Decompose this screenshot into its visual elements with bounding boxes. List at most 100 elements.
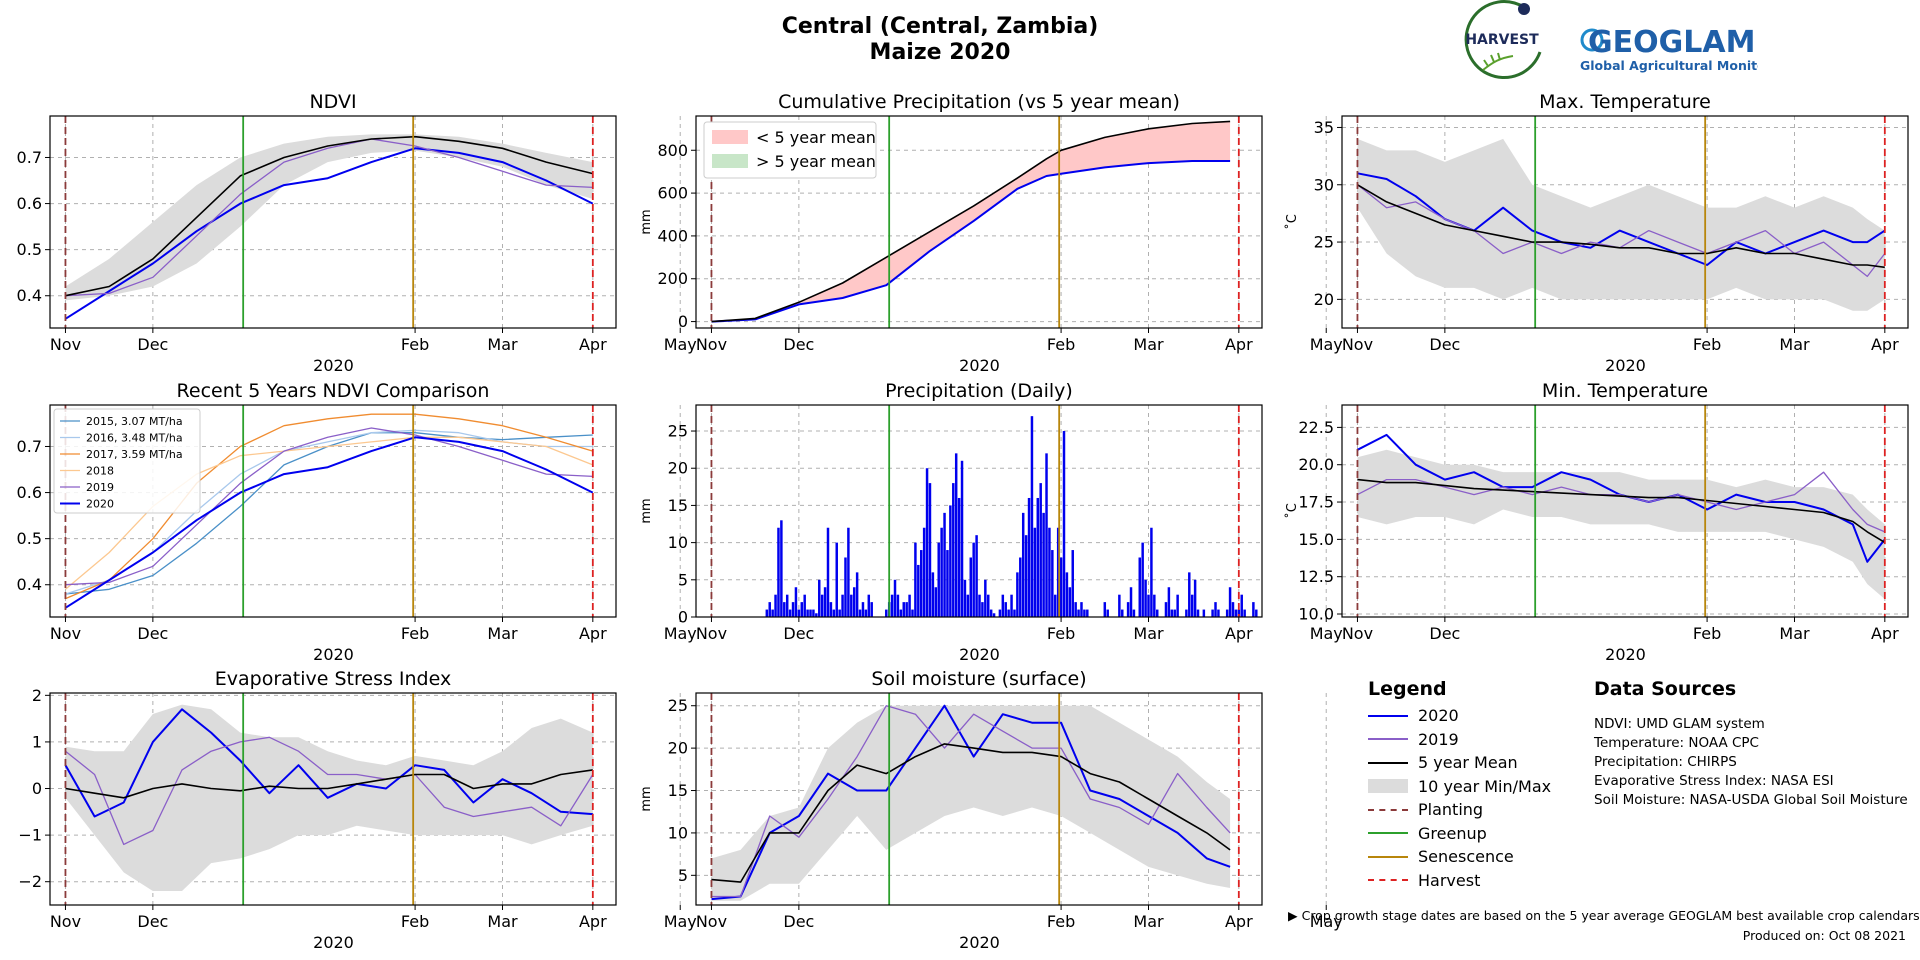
x-tick-label: Apr (579, 912, 607, 931)
y-tick-label: 0 (32, 779, 42, 798)
precip-bar (1121, 609, 1124, 617)
legend-item-mean: 5 year Mean (1368, 751, 1578, 775)
chart-title: Soil moisture (surface) (871, 668, 1086, 690)
precip-bar (870, 602, 873, 617)
precip-bar (1062, 431, 1066, 617)
precip-bar (925, 468, 929, 617)
precip-bar (1167, 587, 1171, 617)
x-tick-label: Nov (50, 335, 81, 354)
precip-bar (1021, 512, 1025, 617)
precip-bar (1030, 416, 1034, 617)
precip-bar (1129, 587, 1133, 617)
legend-label: Planting (1418, 800, 1484, 820)
precip-bar (1059, 557, 1063, 617)
precip-bar (1211, 609, 1214, 617)
x-tick-label: Mar (1779, 624, 1810, 643)
y-tick-label: 0.4 (17, 286, 42, 305)
x-tick-label: Apr (1871, 624, 1899, 643)
chart-title: Precipitation (Daily) (885, 380, 1073, 402)
precip-bar (1188, 572, 1191, 617)
data-source-line: Evaporative Stress Index: NASA ESI (1594, 773, 1834, 789)
x-tick-label: Apr (579, 624, 607, 643)
precip-bar (1234, 609, 1238, 617)
precip-bar (1086, 609, 1089, 617)
y-tick-label: 25 (1314, 233, 1334, 252)
legend-label: 2019 (1418, 729, 1459, 749)
precip-bar (1103, 602, 1107, 617)
x-tick-label: May (1310, 912, 1343, 931)
precip-bar (987, 594, 990, 617)
x-tick-label: Feb (401, 335, 429, 354)
x-year-label: 2020 (959, 356, 1000, 375)
precip-bar (992, 613, 996, 617)
plot-frame (49, 692, 617, 906)
precip-bar (902, 602, 905, 617)
precip-bar (838, 609, 841, 617)
x-tick-label: Feb (1047, 335, 1075, 354)
y-tick-label: 400 (657, 226, 688, 245)
precip-bar (937, 542, 940, 617)
precip-bar (919, 550, 923, 617)
precip-bar (771, 609, 774, 617)
x-tick-label: Feb (1047, 912, 1075, 931)
precip-bar (867, 594, 871, 617)
x-tick-label: Mar (487, 624, 518, 643)
precip-bar (1155, 609, 1159, 617)
chart-title: Evaporative Stress Index (215, 668, 451, 690)
geoglam-logo: GEOGLAM Global Agricultural Monitoring (1580, 25, 1758, 73)
precip-bar (922, 527, 926, 617)
precip-bar (1077, 609, 1080, 617)
precip-bar (911, 609, 914, 617)
precip-bar (1243, 609, 1246, 617)
precip-bar (928, 483, 932, 617)
precip-bar (908, 594, 911, 617)
legend-item-senescence: Senescence (1368, 845, 1578, 869)
legend-swatch (1368, 756, 1408, 770)
precip-bar (788, 609, 792, 617)
y-tick-label: 10 (668, 823, 688, 842)
x-tick-label: Apr (1225, 624, 1253, 643)
x-tick-label: Nov (1342, 624, 1373, 643)
series-line-y2020 (64, 708, 593, 818)
precip-bar (1255, 609, 1258, 617)
precip-bar (1080, 602, 1083, 617)
x-tick-label: Feb (1047, 624, 1075, 643)
precip-bar (1228, 587, 1232, 617)
y-tick-label: 800 (657, 141, 688, 160)
precip-bar (934, 587, 938, 617)
chart-cum_precip: Cumulative Precipitation (vs 5 year mean… (639, 91, 1343, 375)
legend-label: 10 year Min/Max (1418, 776, 1552, 796)
x-year-label: 2020 (313, 645, 354, 664)
legend: Legend 2020 2019 5 year Mean 10 year Min/Ma… (1368, 678, 1578, 892)
precip-bar (1150, 527, 1153, 617)
precip-bar (1231, 602, 1235, 617)
series-line-mean (1357, 184, 1885, 269)
precip-bar (1126, 602, 1130, 617)
series-line-y2020 (64, 436, 594, 609)
x-tick-label: Nov (696, 335, 727, 354)
y-axis-label: ˚C (1284, 503, 1300, 519)
x-tick-label: Dec (137, 912, 168, 931)
legend-swatch (1368, 850, 1408, 864)
precip-bar (1217, 609, 1220, 617)
precip-bar (960, 460, 964, 617)
precip-bar (1051, 550, 1054, 617)
y-tick-label: 1 (32, 732, 42, 751)
precip-bar (774, 594, 777, 617)
precip-bar (820, 594, 824, 617)
precip-bar (1004, 602, 1007, 617)
x-tick-label: Feb (401, 624, 429, 643)
x-tick-label: May (664, 624, 697, 643)
x-tick-label: Feb (1693, 624, 1721, 643)
plot-frame (695, 115, 1263, 329)
plot-frame (695, 692, 1263, 906)
plot-frame (1341, 115, 1909, 329)
precip-bar (783, 602, 786, 617)
x-tick-label: Dec (1429, 335, 1460, 354)
precip-bar (777, 527, 780, 617)
x-tick-label: Dec (137, 335, 168, 354)
band-min-max (1357, 449, 1885, 600)
precip-bar (946, 550, 949, 617)
plot-frame (49, 404, 617, 618)
precip-bar (1196, 609, 1200, 617)
